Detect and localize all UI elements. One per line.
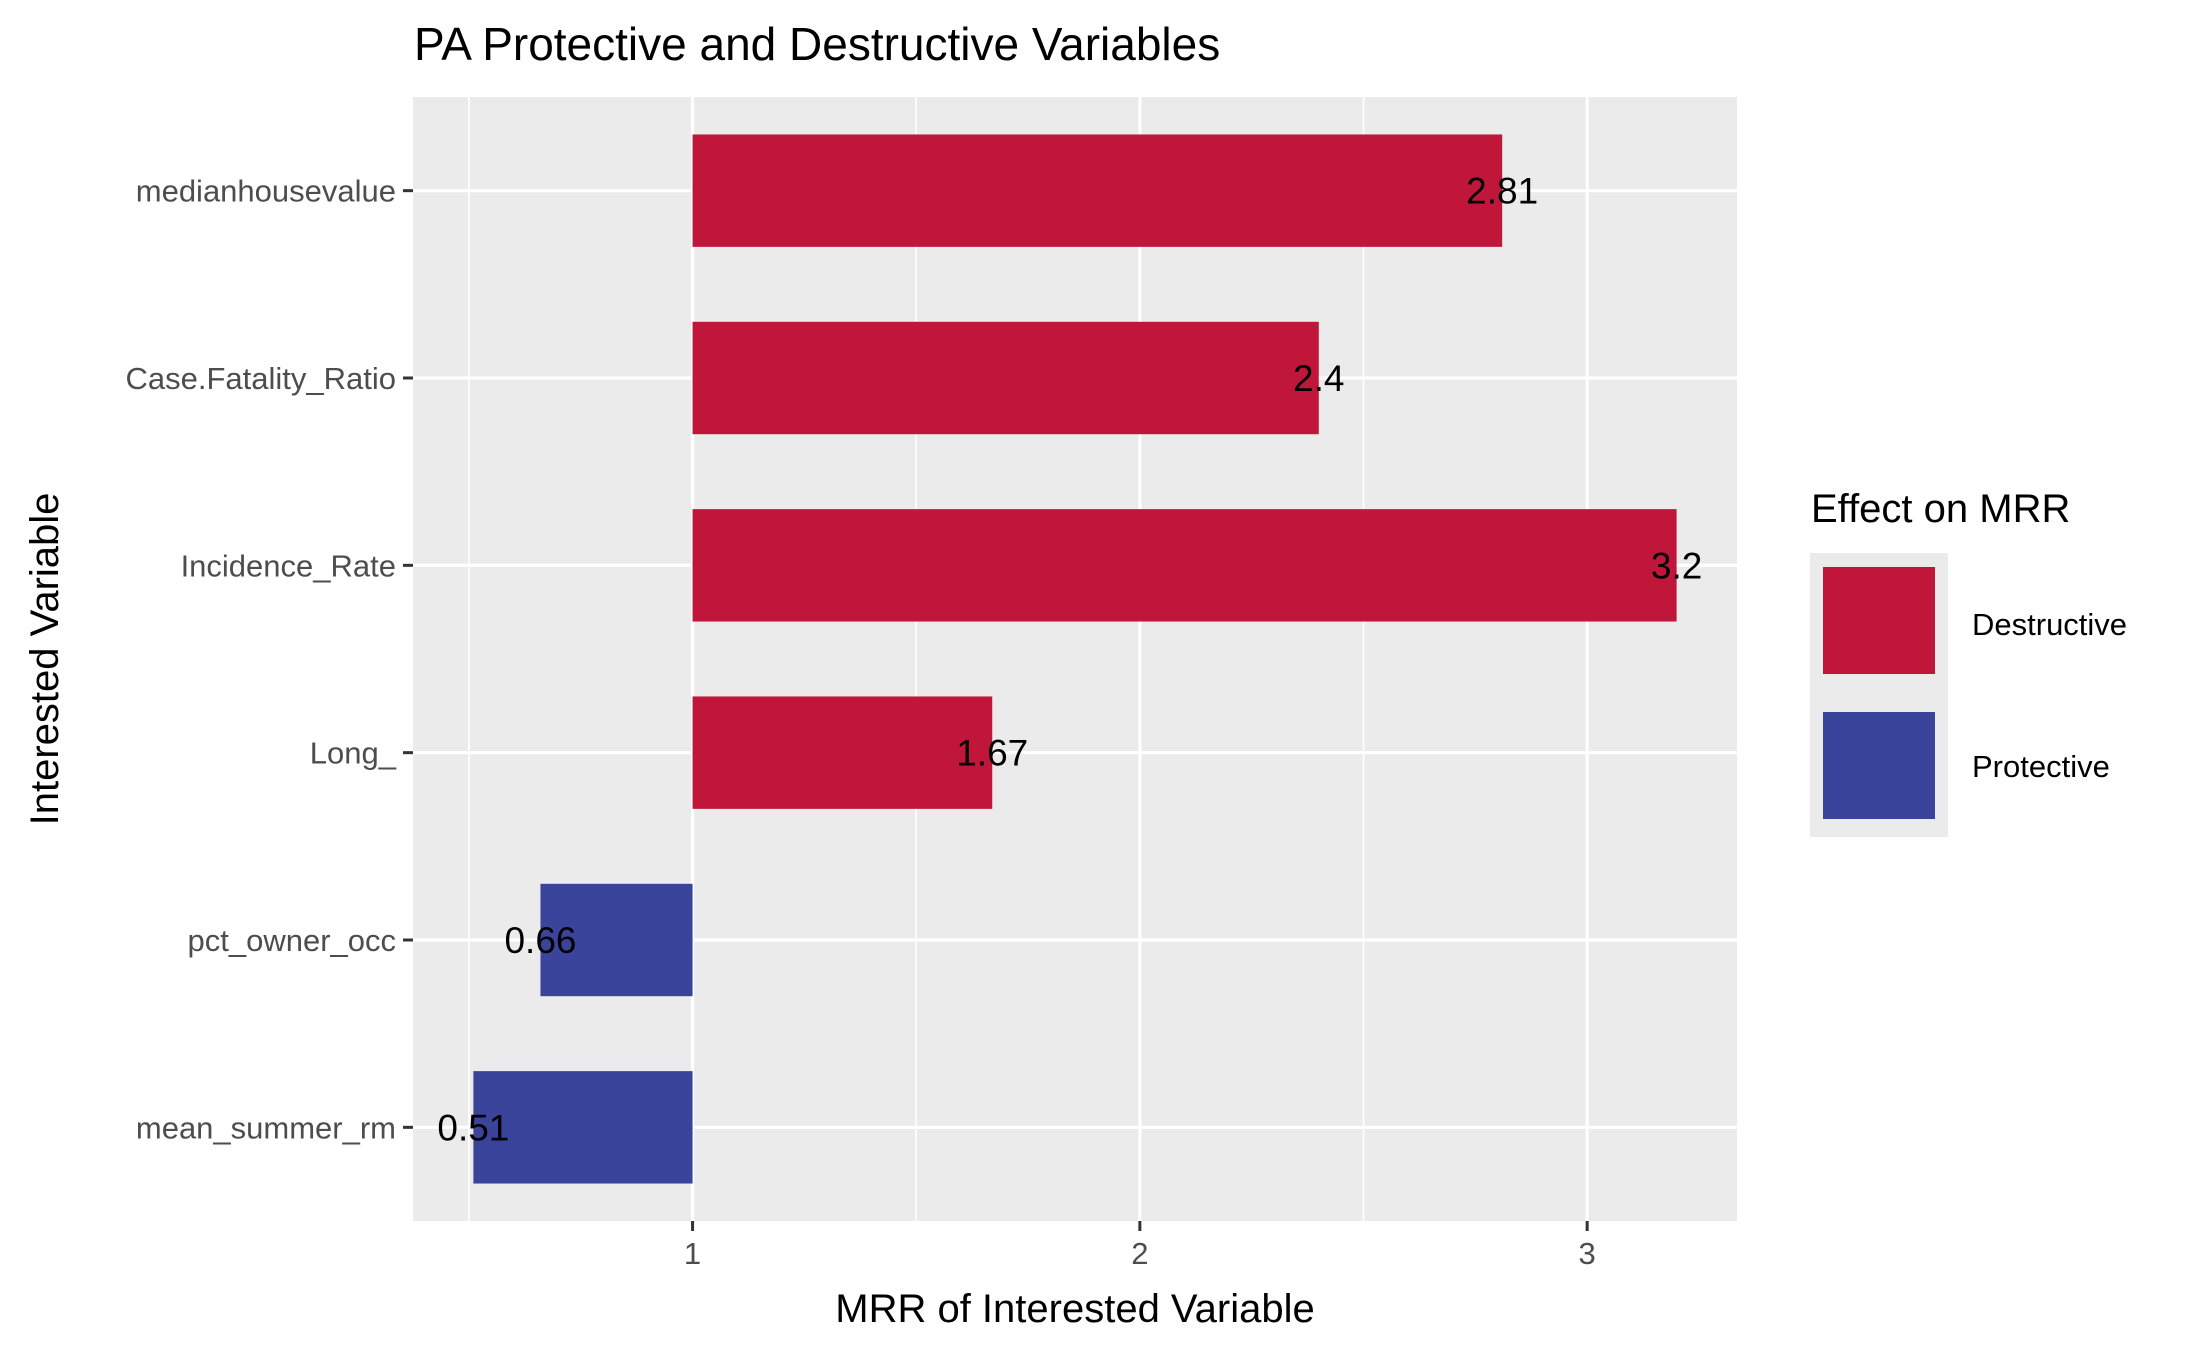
- y-tick-label: Case.Fatality_Ratio: [125, 361, 396, 396]
- legend-label-destructive: Destructive: [1972, 607, 2127, 642]
- bar-value-label: 0.66: [504, 920, 576, 961]
- legend: Effect on MRR Destructive Protective: [1810, 487, 2127, 837]
- legend-swatch-protective: [1823, 712, 1935, 819]
- legend-swatch-destructive: [1823, 567, 1935, 674]
- chart-title: PA Protective and Destructive Variables: [414, 18, 1220, 70]
- bar-mean-summer-rm: [473, 1071, 693, 1184]
- y-tick-label: pct_owner_occ: [187, 923, 396, 958]
- bars: [473, 134, 1677, 1184]
- bar-value-label: 2.4: [1293, 358, 1344, 399]
- x-tick-label: 2: [1131, 1236, 1148, 1271]
- bar-long: [692, 696, 993, 809]
- bar-value-label: 2.81: [1466, 171, 1538, 212]
- bar-case-fatality-ratio: [692, 321, 1319, 435]
- bar-value-label: 0.51: [437, 1107, 509, 1148]
- bar-labels: 2.81 2.4 3.2 1.67 0.66 0.51: [437, 171, 1702, 1149]
- y-tick-label: Incidence_Rate: [181, 548, 396, 583]
- bar-value-label: 1.67: [956, 733, 1028, 774]
- x-axis-ticks: 1 2 3: [684, 1221, 1596, 1271]
- y-tick-label: Long_: [310, 736, 397, 771]
- x-tick-label: 3: [1579, 1236, 1596, 1271]
- x-axis-title: MRR of Interested Variable: [835, 1287, 1314, 1331]
- y-tick-label: medianhousevalue: [136, 174, 396, 209]
- legend-title: Effect on MRR: [1811, 487, 2070, 531]
- bar-value-label: 3.2: [1651, 545, 1702, 586]
- bar-pct-owner-occ: [540, 883, 693, 997]
- bar-medianhousevalue: [692, 134, 1503, 247]
- bar-incidence-rate: [692, 509, 1677, 622]
- panel-background: [413, 97, 1737, 1221]
- legend-label-protective: Protective: [1972, 749, 2110, 784]
- y-axis-ticks: medianhousevalue Case.Fatality_Ratio Incid…: [125, 174, 413, 1145]
- y-axis-title: Interested Variable: [23, 493, 67, 826]
- x-tick-label: 1: [684, 1236, 701, 1271]
- y-tick-label: mean_summer_rm: [136, 1110, 396, 1145]
